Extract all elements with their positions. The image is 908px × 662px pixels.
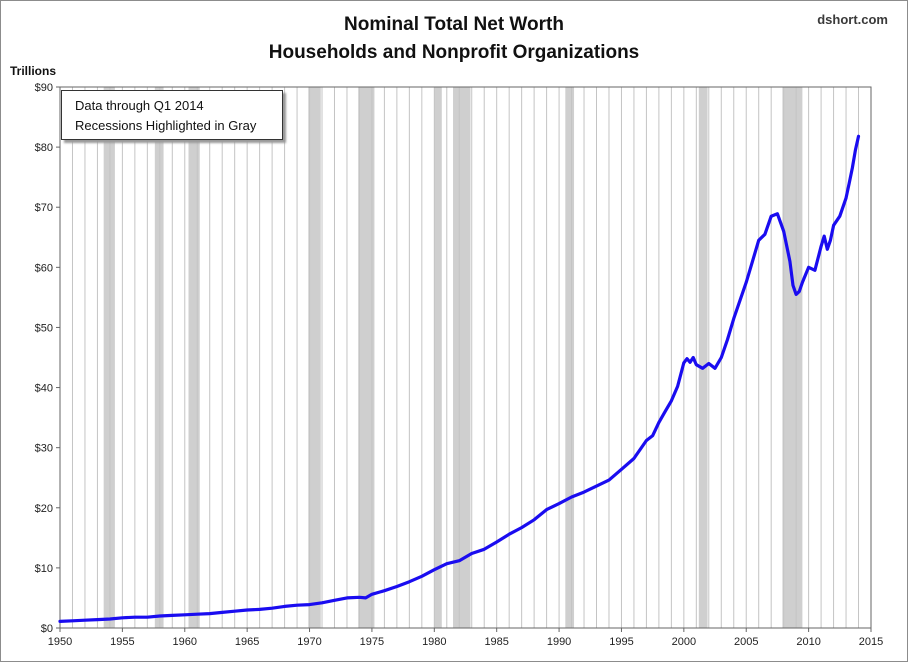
x-tick-label: 1990: [547, 636, 571, 648]
x-tick-label: 1950: [48, 636, 72, 648]
recession-band: [434, 87, 442, 628]
recession-band: [103, 87, 115, 628]
recession-band: [698, 87, 708, 628]
y-tick-label: $80: [35, 142, 53, 154]
x-tick-label: 1975: [360, 636, 384, 648]
y-tick-label: $70: [35, 202, 53, 214]
x-tick-label: 2010: [796, 636, 820, 648]
y-tick-label: $10: [35, 563, 53, 575]
x-tick-label: 1965: [235, 636, 259, 648]
recession-band: [308, 87, 321, 628]
y-axis-unit-label: Trillions: [10, 64, 57, 78]
recession-band: [453, 87, 471, 628]
data-note-box: Data through Q1 2014 Recessions Highligh…: [61, 90, 283, 140]
recession-band: [782, 87, 803, 628]
recession-band: [154, 87, 164, 628]
recession-band: [188, 87, 200, 628]
x-tick-label: 1960: [173, 636, 197, 648]
x-tick-label: 1995: [609, 636, 633, 648]
y-tick-label: $50: [35, 322, 53, 334]
recession-note: Recessions Highlighted in Gray: [75, 118, 257, 133]
y-tick-label: $0: [41, 623, 53, 635]
x-tick-label: 1970: [297, 636, 321, 648]
vertical-gridlines: [71, 87, 860, 628]
source-label: dshort.com: [817, 12, 888, 27]
x-tick-label: 2005: [734, 636, 758, 648]
chart-title: Nominal Total Net Worth: [344, 14, 564, 35]
x-tick-label: 1980: [422, 636, 446, 648]
y-tick-label: $60: [35, 262, 53, 274]
x-tick-label: 1955: [110, 636, 134, 648]
y-axis-ticks: $0 $10 $20 $30 $40 $50 $60 $70 $80 $90: [35, 82, 60, 635]
recession-bands: [103, 87, 803, 628]
x-tick-label: 1985: [484, 636, 508, 648]
recession-band: [358, 87, 375, 628]
plot-area-border: [59, 86, 872, 629]
recession-band: [565, 87, 575, 628]
x-axis-ticks: 1950 1955 1960 1965 1970 1975 1980 1985 1990 1995…: [48, 628, 883, 648]
net-worth-series-line: [58, 134, 861, 623]
y-tick-label: $30: [35, 443, 53, 455]
x-tick-label: 2015: [859, 636, 883, 648]
data-through-note: Data through Q1 2014: [75, 98, 204, 113]
y-tick-label: $40: [35, 383, 53, 395]
chart-subtitle: Households and Nonprofit Organizations: [268, 42, 640, 63]
y-tick-label: $90: [35, 82, 53, 94]
x-tick-label: 2000: [672, 636, 696, 648]
y-tick-label: $20: [35, 503, 53, 515]
